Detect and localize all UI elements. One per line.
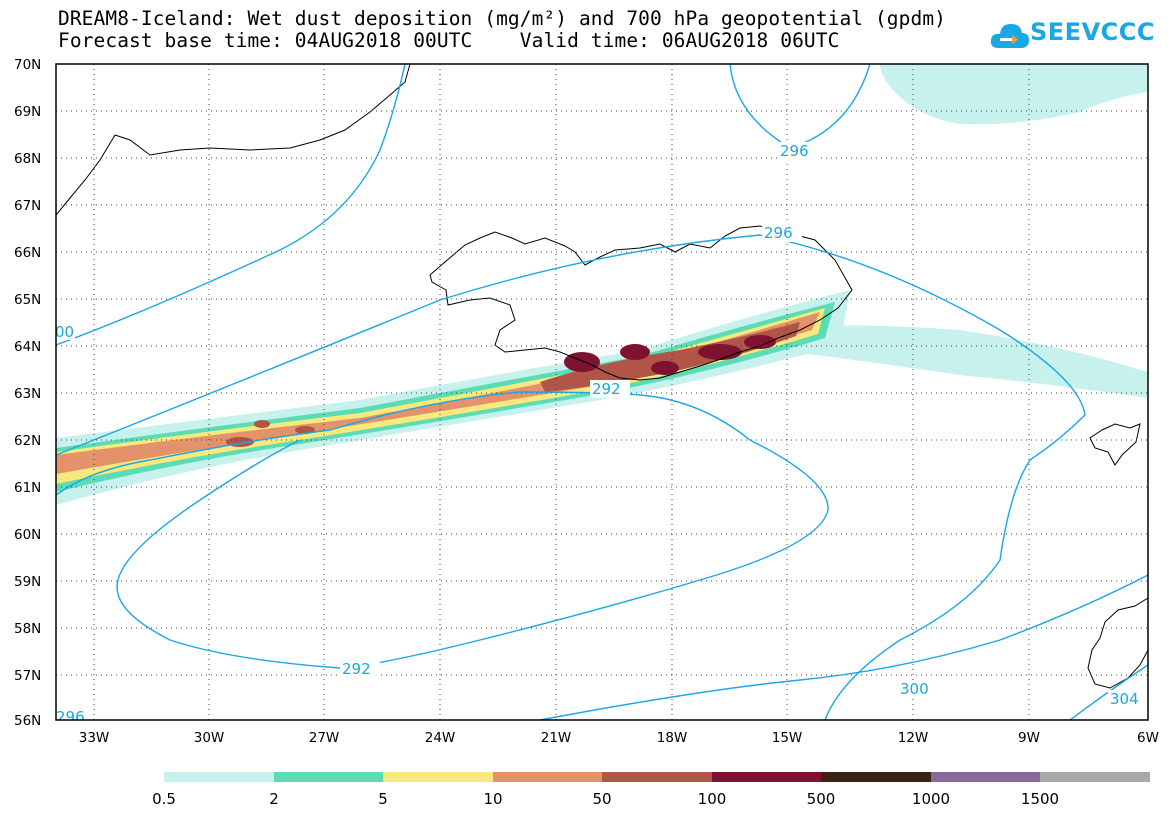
lon-label: 15W [772, 730, 803, 746]
lat-label: 59N [14, 574, 41, 590]
dust-plume-northeast [820, 64, 1148, 125]
legend-swatch [383, 772, 493, 782]
legend-swatch [602, 772, 712, 782]
lat-label: 70N [14, 57, 41, 73]
contour-label-296-sw: 296 [56, 708, 85, 726]
contour-300-upper [56, 64, 406, 346]
legend-label: 50 [592, 790, 611, 808]
contour-292-loop [56, 391, 829, 669]
lon-label: 24W [425, 730, 456, 746]
map-subtitle: Forecast base time: 04AUG2018 00UTC Vali… [58, 29, 840, 52]
contour-labels: 00 296 296 292 292 300 296 304 [55, 142, 1148, 726]
title-block: DREAM8-Iceland: Wet dust deposition (mg/… [58, 8, 946, 52]
lat-label: 63N [14, 386, 41, 402]
legend-label: 10 [483, 790, 502, 808]
lat-label: 64N [14, 339, 41, 355]
lat-label: 69N [14, 104, 41, 120]
lon-label: 18W [657, 730, 688, 746]
lat-lon-grid [56, 64, 1148, 720]
legend-swatch [164, 772, 274, 782]
map-title: DREAM8-Iceland: Wet dust deposition (mg/… [58, 7, 946, 30]
map-plot: 00 296 296 292 292 300 296 304 [55, 64, 1148, 726]
longitude-labels: 33W 30W 27W 24W 21W 18W 15W 12W 9W 6W [79, 730, 1159, 746]
legend-label: 100 [698, 790, 727, 808]
lon-label: 27W [309, 730, 340, 746]
lat-label: 60N [14, 527, 41, 543]
cloud-icon [990, 24, 1029, 48]
legend-labels: 0.5 2 5 10 50 100 500 1000 1500 [152, 790, 1059, 808]
legend-swatch [1040, 772, 1150, 782]
lat-label: 68N [14, 151, 41, 167]
lat-label: 56N [14, 713, 41, 729]
faroe-coast [1089, 423, 1141, 466]
contour-label-300-se: 300 [900, 680, 929, 698]
lat-label: 61N [14, 480, 41, 496]
lat-label: 67N [14, 198, 41, 214]
legend-label: 1500 [1021, 790, 1059, 808]
contour-label-292-south: 292 [342, 660, 371, 678]
lat-label: 65N [14, 292, 41, 308]
legend-swatch [821, 772, 931, 782]
geopotential-contours [56, 64, 1148, 720]
lon-label: 9W [1018, 730, 1040, 746]
scotland-coast [1087, 597, 1148, 689]
legend-label: 0.5 [152, 790, 176, 808]
legend-label: 2 [269, 790, 279, 808]
lon-label: 30W [194, 730, 225, 746]
contour-label-296-iceland: 296 [764, 224, 793, 242]
iceland-coast [429, 225, 853, 381]
lon-label: 33W [79, 730, 110, 746]
greenland-coast [56, 64, 411, 216]
lon-label: 21W [541, 730, 572, 746]
lat-label: 62N [14, 433, 41, 449]
map-frame [55, 63, 1149, 721]
contour-label-304-se: 304 [1110, 690, 1139, 708]
lat-label: 57N [14, 668, 41, 684]
legend-swatch [712, 772, 821, 782]
contour-296-main [56, 234, 1086, 720]
legend-colorbar [164, 772, 1150, 782]
seevccc-logo: SEEVCCC [990, 12, 1155, 56]
lon-label: 12W [898, 730, 929, 746]
logo-text: SEEVCCC [1030, 18, 1155, 46]
legend-label: 1000 [912, 790, 950, 808]
legend-label: 500 [807, 790, 836, 808]
contour-label-300-west: 00 [55, 323, 74, 341]
legend-swatch [274, 772, 383, 782]
lat-label: 58N [14, 621, 41, 637]
coastlines [56, 64, 1148, 689]
lon-label: 6W [1137, 730, 1159, 746]
latitude-labels: 70N 69N 68N 67N 66N 65N 64N 63N 62N 61N … [14, 57, 41, 729]
dust-plume-main [56, 290, 850, 505]
contour-300-se [539, 574, 1148, 720]
contour-label-296-ne: 296 [780, 142, 809, 160]
dust-plume-east [760, 325, 1148, 398]
lat-label: 66N [14, 245, 41, 261]
legend-swatch [493, 772, 602, 782]
legend-swatch [931, 772, 1040, 782]
legend-label: 5 [378, 790, 388, 808]
contour-label-292-center: 292 [592, 380, 621, 398]
